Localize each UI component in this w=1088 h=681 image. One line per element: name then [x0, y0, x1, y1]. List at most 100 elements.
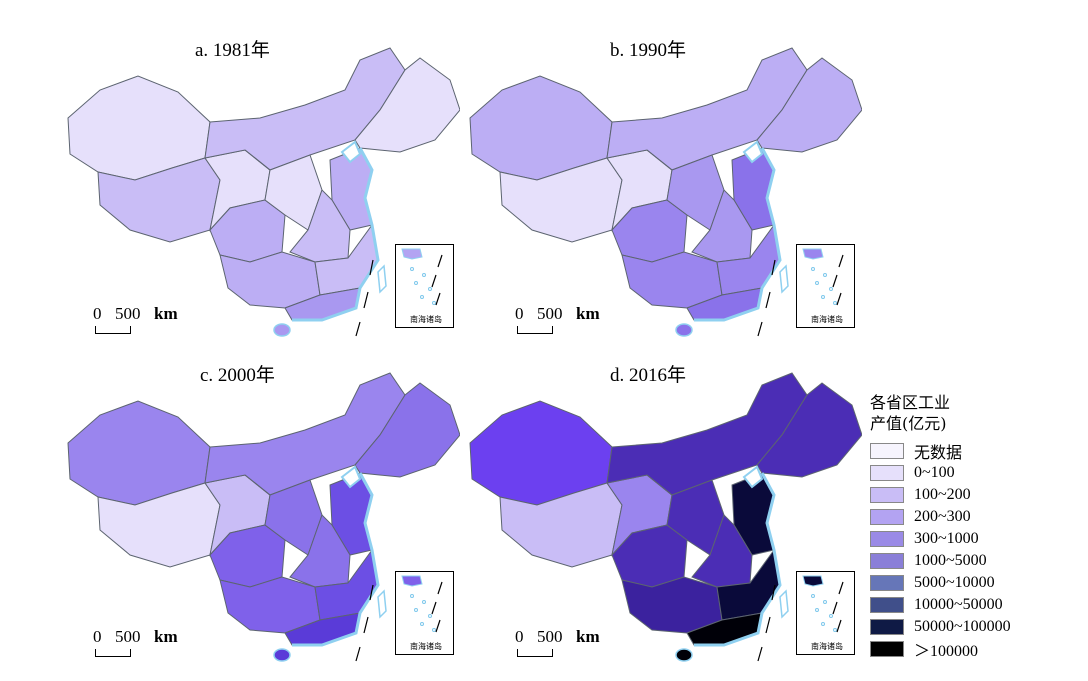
- legend-swatch: [870, 509, 904, 525]
- province-region: [691, 189, 753, 263]
- legend-item: 10000~50000: [870, 594, 1080, 616]
- province-region: [204, 47, 406, 171]
- legend-swatch: [870, 465, 904, 481]
- panel-title: a. 1981年: [195, 40, 270, 61]
- scale-unit: km: [576, 627, 600, 646]
- taiwan-island: [779, 264, 789, 294]
- scale-zero: 0: [515, 304, 524, 323]
- legend-label: 50000~100000: [914, 618, 1011, 635]
- province-region: [354, 57, 460, 153]
- province-region: [289, 514, 351, 588]
- china-map: [469, 372, 862, 662]
- south-china-sea-inset: 南海诸岛: [796, 571, 855, 655]
- legend-item: 50000~100000: [870, 616, 1080, 638]
- taiwan-island: [377, 264, 387, 294]
- province-region: [354, 382, 460, 478]
- province-region: [621, 251, 723, 309]
- province-region: [219, 251, 321, 309]
- province-region: [204, 372, 406, 496]
- hainan-island: [675, 323, 693, 337]
- inset-map: [401, 248, 443, 306]
- legend-label: 300~1000: [914, 530, 979, 547]
- legend-item: 0~100: [870, 462, 1080, 484]
- scale-distance: 500: [115, 304, 141, 323]
- bohai-sea: [340, 465, 362, 489]
- legend-swatch: [870, 487, 904, 503]
- inset-map: [802, 248, 844, 306]
- scale-line: [517, 326, 553, 334]
- hainan-island: [273, 648, 291, 662]
- bohai-sea: [742, 465, 764, 489]
- province-region: [621, 576, 723, 634]
- china-map: [67, 47, 460, 337]
- legend-swatch: [870, 443, 904, 459]
- legend-title-line2: 产值(亿元): [870, 414, 947, 433]
- legend-swatch: [870, 619, 904, 635]
- legend-label: ＞100000: [914, 643, 979, 660]
- scale-unit: km: [576, 304, 600, 323]
- legend-item: 200~300: [870, 506, 1080, 528]
- scale-unit: km: [154, 627, 178, 646]
- south-china-sea-inset: 南海诸岛: [395, 244, 454, 328]
- province-region: [606, 372, 808, 496]
- panel-title: d. 2016年: [610, 365, 687, 386]
- taiwan-island: [377, 589, 387, 619]
- province-region: [606, 47, 808, 171]
- legend-label: 1000~5000: [914, 552, 987, 569]
- south-china-sea-inset: 南海诸岛: [796, 244, 855, 328]
- legend-item: 5000~10000: [870, 572, 1080, 594]
- legend-item: 100~200: [870, 484, 1080, 506]
- legend-item: 无数据: [870, 440, 1080, 462]
- province-region: [219, 576, 321, 634]
- panel-title: b. 1990年: [610, 40, 687, 61]
- legend-label: 200~300: [914, 508, 971, 525]
- province-region: [691, 514, 753, 588]
- maritime-boundary: [757, 584, 776, 662]
- inset-map: [802, 575, 844, 633]
- legend-item: 1000~5000: [870, 550, 1080, 572]
- panel-title: c. 2000年: [200, 365, 275, 386]
- maritime-boundary: [757, 259, 776, 337]
- scale-distance: 500: [115, 627, 141, 646]
- legend-label: 100~200: [914, 486, 971, 503]
- legend-items: 无数据 0~100 100~200 200~300 300~1000 1000~5000 5…: [870, 440, 1080, 660]
- scale-zero: 0: [93, 304, 102, 323]
- legend-label: 0~100: [914, 464, 955, 481]
- inset-label: 南海诸岛: [811, 315, 843, 324]
- hainan-island: [675, 648, 693, 662]
- legend: 各省区工业 产值(亿元) 无数据 0~100 100~200 200~300 300~1…: [870, 392, 1080, 660]
- scale-unit: km: [154, 304, 178, 323]
- taiwan-island: [779, 589, 789, 619]
- coastline: [694, 147, 782, 322]
- south-china-sea-inset: 南海诸岛: [395, 571, 454, 655]
- legend-swatch: [870, 531, 904, 547]
- china-map: [67, 372, 460, 662]
- legend-label: 5000~10000: [914, 574, 995, 591]
- scale-line: [95, 326, 131, 334]
- legend-swatch: [870, 575, 904, 591]
- maritime-boundary: [355, 584, 374, 662]
- scale-zero: 0: [93, 627, 102, 646]
- inset-map: [401, 575, 443, 633]
- inset-label: 南海诸岛: [811, 642, 843, 651]
- province-region: [289, 189, 351, 263]
- scale-distance: 500: [537, 304, 563, 323]
- coastline: [292, 472, 380, 647]
- legend-title-line1: 各省区工业: [870, 393, 951, 412]
- legend-item: ＞100000: [870, 638, 1080, 660]
- province-region: [756, 382, 862, 478]
- scale-line: [517, 649, 553, 657]
- scale-line: [95, 649, 131, 657]
- bohai-sea: [742, 140, 764, 164]
- legend-swatch: [870, 553, 904, 569]
- inset-label: 南海诸岛: [410, 642, 442, 651]
- legend-label: 10000~50000: [914, 596, 1003, 613]
- hainan-island: [273, 323, 291, 337]
- legend-label: 无数据: [914, 445, 963, 462]
- maritime-boundary: [355, 259, 374, 337]
- coastline: [292, 147, 380, 322]
- inset-label: 南海诸岛: [410, 315, 442, 324]
- scale-distance: 500: [537, 627, 563, 646]
- scale-zero: 0: [515, 627, 524, 646]
- bohai-sea: [340, 140, 362, 164]
